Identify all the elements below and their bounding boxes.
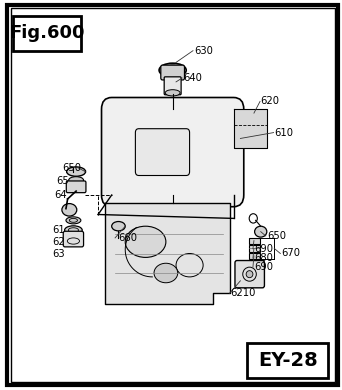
Text: 640: 640 (183, 73, 202, 83)
FancyBboxPatch shape (63, 231, 83, 247)
Text: 61: 61 (52, 225, 65, 235)
FancyBboxPatch shape (235, 261, 264, 288)
Ellipse shape (125, 226, 166, 257)
Text: 610: 610 (274, 128, 293, 138)
Text: Fig.600: Fig.600 (10, 24, 85, 42)
FancyBboxPatch shape (164, 77, 181, 95)
FancyBboxPatch shape (135, 129, 189, 176)
Ellipse shape (66, 217, 81, 224)
Ellipse shape (159, 63, 186, 77)
Ellipse shape (254, 226, 267, 237)
Bar (249, 238, 260, 244)
Text: EY-28: EY-28 (258, 351, 318, 370)
Polygon shape (105, 203, 230, 304)
Text: 650: 650 (267, 231, 287, 241)
Text: 630: 630 (195, 46, 213, 56)
Text: 690: 690 (254, 244, 273, 254)
Ellipse shape (112, 222, 125, 231)
Text: 650: 650 (63, 163, 82, 173)
Text: 670: 670 (281, 248, 300, 259)
Text: 620: 620 (261, 96, 280, 106)
Polygon shape (234, 109, 267, 148)
Text: 65: 65 (56, 176, 68, 186)
Ellipse shape (246, 271, 253, 278)
FancyBboxPatch shape (102, 98, 244, 207)
Bar (249, 253, 260, 259)
Bar (13, 16, 81, 51)
Text: 62: 62 (52, 237, 65, 247)
Bar (249, 245, 260, 252)
Bar (247, 343, 328, 378)
Text: 660: 660 (118, 233, 137, 243)
Ellipse shape (165, 90, 180, 96)
Ellipse shape (67, 167, 86, 176)
Ellipse shape (62, 204, 77, 216)
Ellipse shape (154, 263, 178, 283)
Text: 6210: 6210 (230, 288, 255, 298)
Ellipse shape (69, 177, 83, 184)
FancyBboxPatch shape (161, 65, 184, 80)
Text: 690: 690 (254, 262, 273, 272)
Text: 64: 64 (54, 190, 67, 200)
Text: 63: 63 (52, 249, 65, 259)
Ellipse shape (65, 226, 82, 234)
Text: 680: 680 (254, 253, 273, 263)
FancyBboxPatch shape (66, 181, 86, 193)
